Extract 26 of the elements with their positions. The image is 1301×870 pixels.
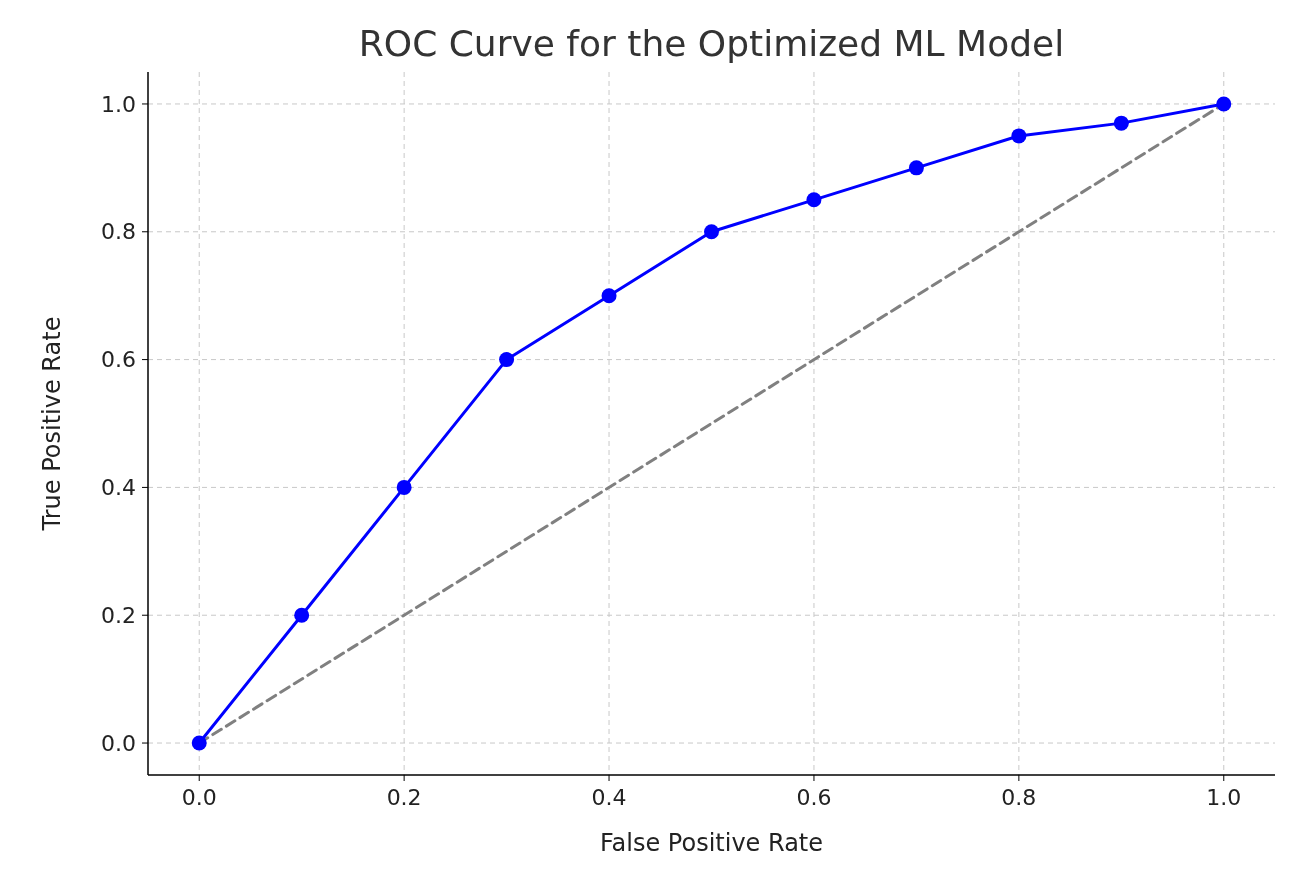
x-tick-label: 0.0 [181,785,217,810]
x-tick-label: 0.2 [386,785,422,810]
x-tick-label: 0.6 [796,785,832,810]
y-axis-title: True Positive Rate [38,316,66,532]
point [294,607,310,623]
point [704,224,719,240]
y-tick-label: 0.6 [101,347,136,373]
y-tick-label: 0.2 [101,602,136,628]
point [396,479,412,495]
point [191,735,207,751]
point [601,288,617,304]
point [908,160,924,176]
point [1113,115,1129,131]
chart-title: ROC Curve for the Optimized ML Model [358,23,1065,64]
y-tick-label: 1.0 [101,91,136,117]
y-tick-label: 0.8 [101,219,136,245]
x-tick-label: 1.0 [1206,785,1242,810]
x-tick-label: 0.8 [1001,785,1037,810]
point [1216,96,1232,112]
point [1011,128,1027,144]
y-tick-label: 0.0 [101,730,136,756]
x-axis-title: False Positive Rate [599,829,824,857]
y-tick-label: 0.4 [101,475,136,501]
point [806,192,822,208]
x-tick-label: 0.4 [591,785,627,810]
point [499,352,515,368]
